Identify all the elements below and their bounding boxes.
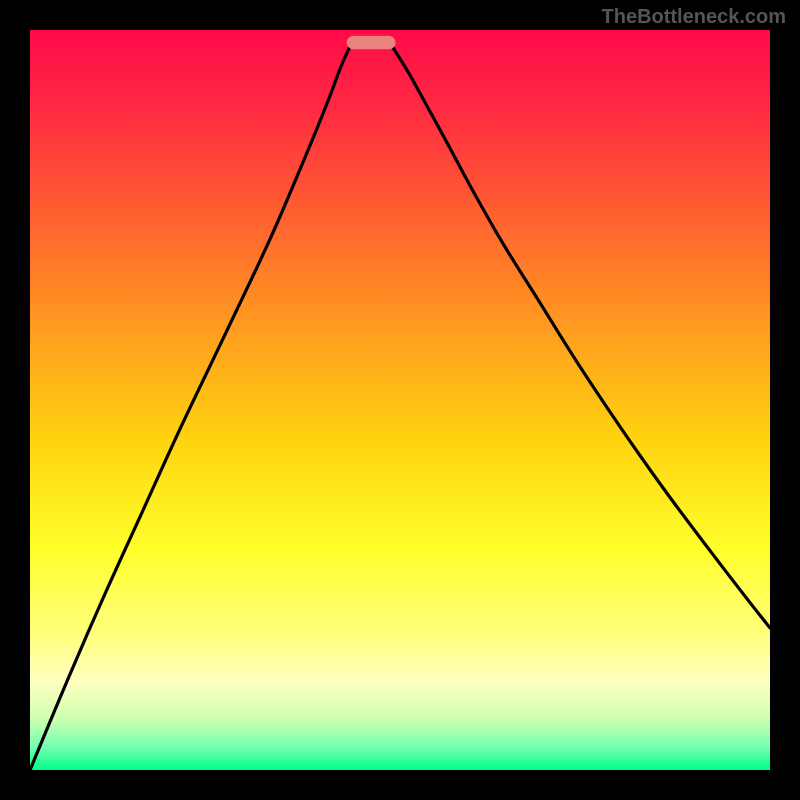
chart-background-gradient [30,30,770,770]
bottleneck-chart [30,30,770,770]
watermark-text: TheBottleneck.com [602,6,786,29]
bottleneck-marker [347,36,396,49]
